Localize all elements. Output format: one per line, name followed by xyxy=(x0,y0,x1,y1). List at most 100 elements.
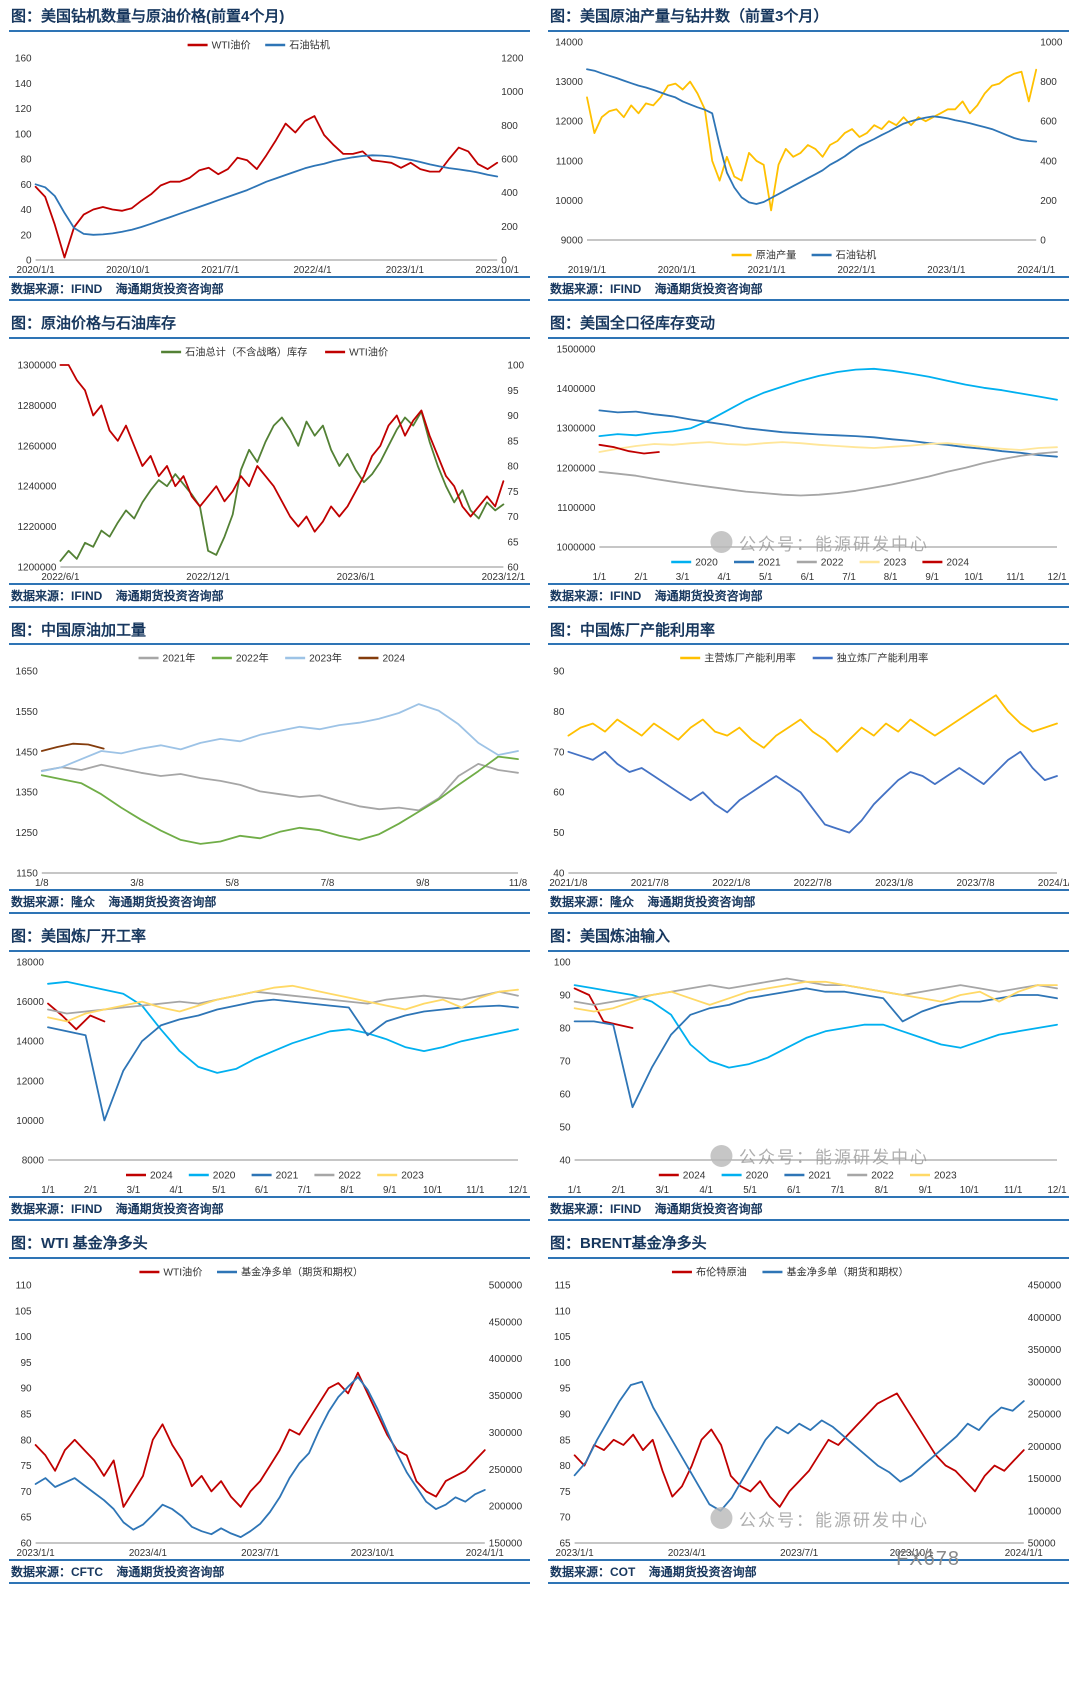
svg-text:10/1: 10/1 xyxy=(423,1185,442,1196)
svg-text:石油总计（不含战略）库存: 石油总计（不含战略）库存 xyxy=(185,345,307,358)
svg-text:2023/1/8: 2023/1/8 xyxy=(875,878,914,889)
svg-text:8/1: 8/1 xyxy=(875,1185,889,1196)
svg-text:80: 80 xyxy=(559,1024,571,1035)
svg-text:独立炼厂产能利用率: 独立炼厂产能利用率 xyxy=(837,652,929,665)
panel-us-production-rigs: 图：美国原油产量与钻井数（前置3个月） 9000 10000 11000 12000 1… xyxy=(539,6,1078,301)
svg-text:10000: 10000 xyxy=(16,1116,44,1127)
svg-text:2021: 2021 xyxy=(808,1171,831,1182)
svg-text:2021/7/8: 2021/7/8 xyxy=(631,878,670,889)
svg-text:60: 60 xyxy=(559,1090,571,1101)
svg-text:70: 70 xyxy=(507,512,519,523)
svg-text:2/1: 2/1 xyxy=(634,572,648,583)
svg-text:150000: 150000 xyxy=(1028,1474,1062,1485)
svg-text:9/1: 9/1 xyxy=(919,1185,933,1196)
svg-text:300000: 300000 xyxy=(1028,1377,1062,1388)
panel-china-crude-processing: 图：中国原油加工量 1150 1250 1350 1450 1550 1650 1/8 3/8… xyxy=(0,620,539,915)
svg-text:1000000: 1000000 xyxy=(556,542,595,553)
svg-text:50000: 50000 xyxy=(1028,1538,1056,1549)
svg-text:50: 50 xyxy=(553,828,565,839)
svg-text:2023/6/1: 2023/6/1 xyxy=(337,572,375,583)
svg-text:3/1: 3/1 xyxy=(676,572,690,583)
svg-text:2023/1/1: 2023/1/1 xyxy=(927,265,965,276)
svg-text:0: 0 xyxy=(501,255,507,266)
svg-text:11/1: 11/1 xyxy=(1004,1185,1022,1196)
svg-text:4/1: 4/1 xyxy=(717,572,731,583)
svg-text:13000: 13000 xyxy=(555,77,583,88)
chart-title: 图：美国钻机数量与原油价格(前置4个月) xyxy=(9,6,530,32)
svg-text:2024: 2024 xyxy=(382,654,405,665)
svg-text:80: 80 xyxy=(553,707,565,718)
svg-text:1550: 1550 xyxy=(16,707,39,718)
svg-text:400000: 400000 xyxy=(489,1354,523,1365)
svg-text:105: 105 xyxy=(15,1306,32,1317)
svg-text:11/8: 11/8 xyxy=(509,878,528,889)
svg-text:350000: 350000 xyxy=(1028,1345,1062,1356)
svg-text:12/1: 12/1 xyxy=(1047,1185,1066,1196)
svg-text:WTI油价: WTI油价 xyxy=(163,1265,202,1278)
svg-text:70: 70 xyxy=(559,1057,571,1068)
svg-text:2023/7/1: 2023/7/1 xyxy=(241,1548,279,1559)
svg-text:110: 110 xyxy=(555,1306,571,1317)
panel-us-total-inventory: 图：美国全口径库存变动 1000000 1100000 1200000 1300000… xyxy=(539,313,1078,608)
svg-text:7/1: 7/1 xyxy=(298,1185,312,1196)
svg-text:200: 200 xyxy=(501,222,518,233)
panel-china-refinery-utilization: 图：中国炼厂产能利用率 40 50 60 70 80 90 2021/1/8 2021/7/8… xyxy=(539,620,1078,915)
svg-text:2023/10/1: 2023/10/1 xyxy=(351,1548,395,1559)
chart-title: 图：BRENT基金净多头 xyxy=(548,1233,1069,1259)
svg-text:110: 110 xyxy=(16,1280,32,1291)
svg-text:2022年: 2022年 xyxy=(236,652,269,665)
svg-text:2023/4/1: 2023/4/1 xyxy=(668,1548,706,1559)
svg-text:60: 60 xyxy=(20,1538,32,1549)
svg-text:2020/1/1: 2020/1/1 xyxy=(658,265,696,276)
svg-text:6/1: 6/1 xyxy=(255,1185,269,1196)
svg-text:2024/1/1: 2024/1/1 xyxy=(466,1548,504,1559)
svg-text:主营炼厂产能利用率: 主营炼厂产能利用率 xyxy=(704,652,796,665)
chart-source: 数据来源：隆众 海通期货投资咨询部 xyxy=(9,889,530,915)
svg-text:2022: 2022 xyxy=(338,1171,361,1182)
svg-text:4/1: 4/1 xyxy=(699,1185,713,1196)
svg-text:2/1: 2/1 xyxy=(612,1185,626,1196)
chart-canvas: 1200000 1220000 1240000 1260000 1280000 13000… xyxy=(9,339,530,583)
svg-text:1250: 1250 xyxy=(16,828,39,839)
chart-title: 图：原油价格与石油库存 xyxy=(9,313,530,339)
svg-text:3/1: 3/1 xyxy=(127,1185,141,1196)
svg-text:11000: 11000 xyxy=(556,156,584,167)
svg-text:基金净多单（期货和期权）: 基金净多单（期货和期权） xyxy=(786,1265,908,1278)
svg-text:1/1: 1/1 xyxy=(568,1185,582,1196)
svg-text:11/1: 11/1 xyxy=(466,1185,484,1196)
svg-text:6/1: 6/1 xyxy=(787,1185,801,1196)
charts-grid: 图：美国钻机数量与原油价格(前置4个月) 0 20 40 60 80 100 120 140 1… xyxy=(0,6,1078,1584)
chart-source: 数据来源：COT 海通期货投资咨询部 xyxy=(548,1558,1069,1584)
svg-text:2023: 2023 xyxy=(884,557,907,568)
svg-text:10/1: 10/1 xyxy=(960,1185,979,1196)
chart-title: 图：美国全口径库存变动 xyxy=(548,313,1069,339)
svg-text:100: 100 xyxy=(554,958,571,969)
svg-text:2023/1/1: 2023/1/1 xyxy=(386,265,424,276)
svg-text:9/8: 9/8 xyxy=(416,878,430,889)
svg-text:3/8: 3/8 xyxy=(130,878,144,889)
svg-text:5/1: 5/1 xyxy=(743,1185,757,1196)
svg-text:600: 600 xyxy=(1040,116,1057,127)
svg-text:1150: 1150 xyxy=(16,869,38,880)
chart-canvas: 40 50 60 70 80 90 100 1/1 2/1 3/1 4/1 5/1 6/1 7/1 8/1 9… xyxy=(548,952,1069,1197)
svg-text:70: 70 xyxy=(553,748,565,759)
svg-text:70: 70 xyxy=(559,1512,571,1523)
svg-text:7/1: 7/1 xyxy=(831,1185,845,1196)
svg-text:120: 120 xyxy=(15,104,32,115)
chart-canvas: 65 70 75 80 85 90 95 100 105 110 115 50000 100000 150… xyxy=(548,1259,1069,1559)
panel-us-refinery-input: 图：美国炼油输入 40 50 60 70 80 90 100 1/1 2/1 3/1 4/1 5/1 6… xyxy=(539,926,1078,1221)
svg-text:150000: 150000 xyxy=(489,1538,523,1549)
svg-text:1200000: 1200000 xyxy=(556,463,595,474)
svg-text:2024: 2024 xyxy=(946,557,969,568)
svg-text:16000: 16000 xyxy=(16,997,44,1008)
svg-text:80: 80 xyxy=(20,1435,32,1446)
svg-text:65: 65 xyxy=(559,1538,571,1549)
svg-text:100: 100 xyxy=(507,360,524,371)
svg-text:2022/4/1: 2022/4/1 xyxy=(293,265,331,276)
svg-text:8/1: 8/1 xyxy=(884,572,898,583)
svg-text:400: 400 xyxy=(1040,156,1057,167)
svg-text:160: 160 xyxy=(15,53,32,64)
svg-text:0: 0 xyxy=(1040,235,1046,246)
svg-text:60: 60 xyxy=(20,180,32,191)
svg-text:1300000: 1300000 xyxy=(556,423,595,434)
